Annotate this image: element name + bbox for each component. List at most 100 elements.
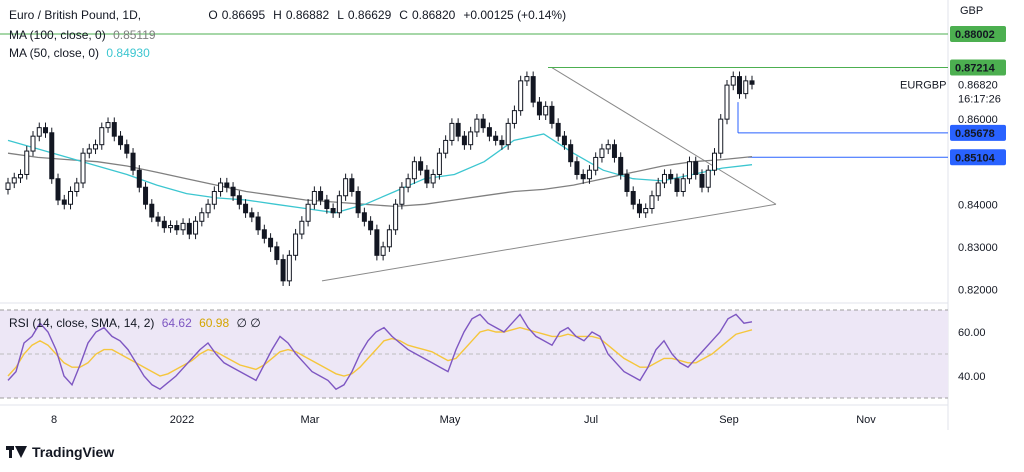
rsi-sma-line: [7, 326, 753, 377]
rsi-pane: [0, 309, 948, 399]
rsi-sma-value: 60.98: [199, 316, 230, 330]
candle-body: [136, 169, 142, 188]
candle-body: [43, 127, 49, 134]
rsi-value: 64.62: [161, 316, 192, 330]
ma100-legend: MA (100, close, 0) 0.85119: [9, 28, 160, 42]
candle-body: [505, 122, 511, 146]
candle-body: [730, 76, 736, 86]
candle-body: [436, 152, 442, 175]
price-badge: [950, 59, 1006, 76]
candle-body: [511, 110, 517, 124]
candle-body: [61, 199, 67, 205]
resistance-trendline: [551, 67, 777, 205]
candle-body: [555, 122, 561, 137]
candle-body: [593, 156, 599, 171]
candle-body: [668, 173, 674, 180]
price-badge-label: 0.85678: [955, 128, 995, 140]
candle-body: [324, 199, 330, 210]
ma50-line: [7, 133, 753, 214]
candle-body: [549, 105, 555, 124]
candle-body: [699, 173, 705, 188]
low-value: 0.86629: [347, 8, 392, 22]
candle-body: [274, 246, 280, 261]
candle-body: [86, 148, 92, 154]
time-tick-label: Jul: [584, 414, 598, 426]
candle-body: [611, 144, 617, 158]
tradingview-mark-icon: [6, 446, 27, 458]
candle-body: [543, 105, 549, 116]
candle-body: [480, 118, 486, 129]
high-label: H: [273, 8, 282, 22]
candle-body: [186, 222, 192, 235]
price-axis[interactable]: 0.86000 0.84000 0.83000 0.82000 GBP 0.88002 0.…: [900, 5, 1006, 383]
candle-body: [580, 173, 586, 180]
price-badge-label: 0.85104: [955, 152, 996, 164]
candle-body: [11, 177, 17, 184]
price-tick-label: 0.83000: [958, 242, 998, 254]
candle-body: [443, 139, 449, 154]
candle-body: [368, 220, 374, 231]
time-tick-label: May: [440, 414, 461, 426]
candle-body: [193, 220, 199, 235]
candle-body: [661, 173, 667, 184]
candle-body: [24, 150, 30, 175]
price-badge: [950, 25, 1006, 42]
rsi-label: RSI (14, close, SMA, 14, 2): [9, 316, 155, 330]
tradingview-logo[interactable]: TradingView: [6, 444, 114, 460]
candle-body: [461, 135, 467, 146]
candle-body: [111, 122, 117, 137]
candle-body: [449, 122, 455, 141]
candle-body: [586, 169, 592, 180]
time-axis[interactable]: 8 2022 Mar May Jul Sep Nov: [51, 414, 876, 426]
open-value: 0.86695: [221, 8, 266, 22]
candle-body: [643, 208, 649, 214]
price-currency: GBP: [960, 5, 983, 17]
candle-body: [224, 182, 230, 188]
candle-body: [330, 208, 336, 214]
candle-body: [530, 76, 536, 103]
candle-body: [336, 195, 342, 214]
time-tick-label: Nov: [856, 414, 876, 426]
candle-body: [236, 195, 242, 205]
rsi-line: [7, 313, 753, 391]
candle-body: [5, 182, 11, 190]
close-value: 0.86820: [411, 8, 456, 22]
candle-body: [724, 84, 730, 120]
candle-body: [493, 135, 499, 141]
candle-body: [649, 195, 655, 210]
candle-body: [749, 80, 755, 85]
ma50-value: 0.84930: [106, 46, 150, 60]
candle-body: [118, 135, 124, 146]
candle-body: [349, 178, 355, 192]
candle-body: [636, 203, 642, 214]
candle-body: [561, 135, 567, 146]
candle-body: [499, 139, 505, 146]
candle-body: [211, 190, 217, 205]
candle-body: [286, 254, 292, 282]
candle-body: [74, 182, 80, 192]
candle-body: [174, 225, 180, 231]
candle-body: [180, 222, 186, 231]
candle-body: [380, 246, 386, 256]
candles: [5, 71, 755, 286]
candle-body: [243, 203, 249, 214]
candle-body: [49, 132, 55, 180]
candle-body: [455, 122, 461, 137]
candle-body: [736, 76, 742, 95]
candle-body: [143, 186, 149, 205]
candle-body: [630, 190, 636, 205]
candle-body: [655, 182, 661, 197]
candle-body: [536, 101, 542, 116]
rsi-band: [0, 310, 948, 398]
ma100-value: 0.85119: [113, 28, 156, 42]
candle-body: [311, 190, 317, 205]
candle-body: [468, 131, 474, 146]
candle-body: [293, 233, 299, 256]
ma100-label: MA (100, close, 0): [9, 28, 106, 42]
candle-body: [686, 161, 692, 180]
candle-body: [424, 169, 430, 184]
candle-body: [718, 118, 724, 154]
candle-body: [524, 76, 530, 82]
candle-body: [411, 161, 417, 180]
